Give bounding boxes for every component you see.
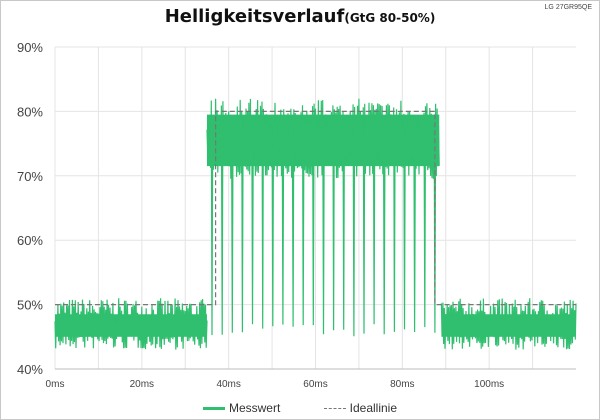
chart-subtitle: (GtG 80-50%) bbox=[344, 11, 436, 25]
axis-layer: 40% 50% 60% 70% 80% 90% 0ms 20ms 40ms 60ms 80ms 100… bbox=[17, 40, 576, 390]
legend-swatch-measured bbox=[202, 407, 225, 411]
x-tick-label: 80ms bbox=[390, 379, 414, 390]
x-tick-label: 0ms bbox=[46, 379, 65, 390]
chart-title-block: Helligkeitsverlauf(GtG 80-50%) bbox=[0, 6, 600, 27]
y-tick-label: 80% bbox=[17, 104, 43, 119]
x-tick-label: 60ms bbox=[303, 379, 327, 390]
chart-title: Helligkeitsverlauf bbox=[164, 6, 345, 27]
y-tick-label: 90% bbox=[17, 40, 43, 55]
chart-legend: Messwert Ideallinie bbox=[0, 400, 600, 415]
legend-label-ideal: Ideallinie bbox=[349, 400, 398, 415]
x-tick-label: 20ms bbox=[130, 379, 154, 390]
x-tick-label: 40ms bbox=[216, 379, 240, 390]
y-tick-label: 50% bbox=[17, 298, 43, 313]
series-layer bbox=[54, 98, 577, 350]
legend-label-measured: Messwert bbox=[228, 400, 281, 415]
y-tick-label: 70% bbox=[17, 169, 43, 184]
monitor-model-label: LG 27GR95QE bbox=[544, 4, 592, 11]
y-tick-label: 40% bbox=[17, 362, 43, 377]
x-tick-label: 100ms bbox=[474, 379, 504, 390]
legend-item-measured: Messwert bbox=[202, 400, 281, 415]
measured-line bbox=[54, 98, 577, 350]
legend-item-ideal: Ideallinie bbox=[323, 400, 398, 415]
legend-swatch-ideal bbox=[323, 408, 346, 410]
y-tick-label: 60% bbox=[17, 233, 43, 248]
brightness-chart: 40% 50% 60% 70% 80% 90% 0ms 20ms 40ms 60ms 80ms 100… bbox=[17, 40, 577, 390]
